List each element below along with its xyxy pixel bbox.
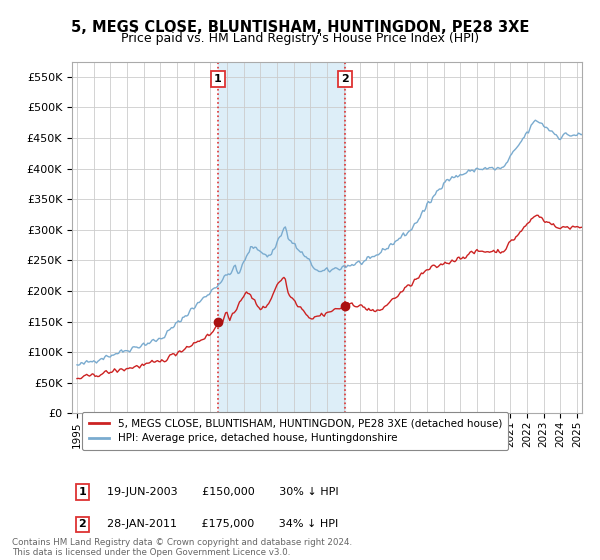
Text: 1: 1 [214, 74, 222, 84]
Text: 28-JAN-2011       £175,000       34% ↓ HPI: 28-JAN-2011 £175,000 34% ↓ HPI [100, 520, 338, 529]
Text: 5, MEGS CLOSE, BLUNTISHAM, HUNTINGDON, PE28 3XE: 5, MEGS CLOSE, BLUNTISHAM, HUNTINGDON, P… [71, 20, 529, 35]
Text: 1: 1 [79, 487, 86, 497]
Legend: 5, MEGS CLOSE, BLUNTISHAM, HUNTINGDON, PE28 3XE (detached house), HPI: Average p: 5, MEGS CLOSE, BLUNTISHAM, HUNTINGDON, P… [82, 412, 508, 450]
Text: 2: 2 [341, 74, 349, 84]
Text: 2: 2 [79, 520, 86, 529]
Text: 19-JUN-2003       £150,000       30% ↓ HPI: 19-JUN-2003 £150,000 30% ↓ HPI [100, 487, 338, 497]
Text: Price paid vs. HM Land Registry's House Price Index (HPI): Price paid vs. HM Land Registry's House … [121, 32, 479, 45]
Text: Contains HM Land Registry data © Crown copyright and database right 2024.
This d: Contains HM Land Registry data © Crown c… [12, 538, 352, 557]
Bar [218, 62, 345, 413]
